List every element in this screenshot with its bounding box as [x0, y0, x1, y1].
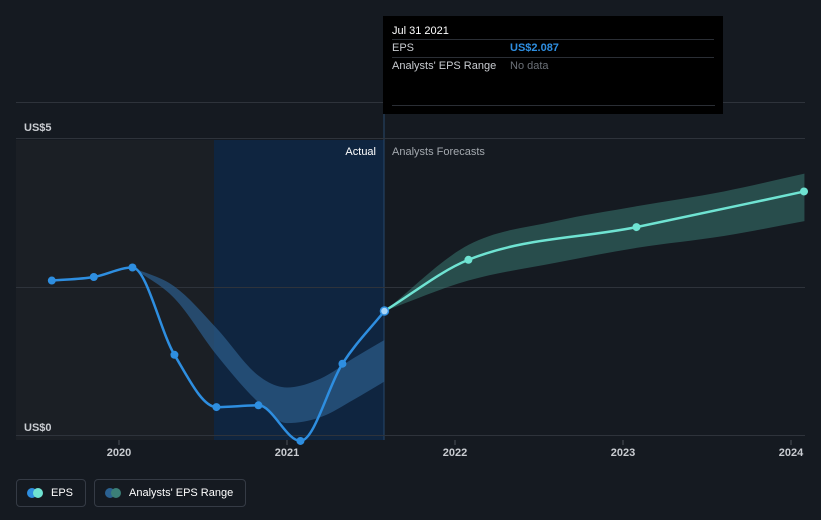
x-tick-label: 2022 [443, 447, 467, 459]
eps-point [128, 263, 137, 272]
eps-forecast-point [464, 255, 473, 264]
eps-point [170, 350, 179, 359]
y-tick-max: US$5 [24, 122, 52, 134]
x-tick-label: 2024 [779, 447, 804, 459]
eps-point [212, 403, 221, 412]
legend-range-label: Analysts' EPS Range [129, 487, 234, 499]
tooltip-row-eps: EPS US$2.087 [392, 39, 714, 57]
tooltip-range-value: No data [510, 60, 549, 72]
tooltip-range-label: Analysts' EPS Range [392, 60, 497, 72]
legend-eps-button[interactable]: EPS [16, 479, 87, 507]
eps-forecast-point [632, 223, 641, 232]
x-axis-ticks: 2020 2021 2022 2023 2024 [107, 440, 804, 459]
tooltip-eps-label: EPS [392, 42, 415, 54]
actual-label: Actual [345, 146, 376, 158]
eps-highlight-point [379, 306, 390, 316]
tooltip-divider [392, 105, 715, 106]
analysts-eps-range-past-band [132, 267, 385, 424]
tooltip-row-range: Analysts' EPS Range No data [392, 57, 714, 75]
eps-forecast-line [383, 190, 805, 313]
x-tick-label: 2020 [107, 447, 131, 459]
eps-point [89, 272, 98, 281]
past-period-shade [16, 140, 214, 440]
x-tick-label: 2021 [275, 447, 299, 459]
eps-point [47, 276, 56, 285]
data-points [47, 187, 808, 445]
legend-range-swatch [105, 488, 122, 498]
tooltip-eps-value: US$2.087 [510, 42, 559, 54]
forecast-label: Analysts Forecasts [392, 146, 485, 158]
legend-eps-label: EPS [51, 487, 74, 499]
y-tick-min: US$0 [24, 422, 52, 434]
eps-point [338, 359, 347, 368]
legend: EPS Analysts' EPS Range [16, 479, 247, 507]
tooltip: Jul 31 2021 EPS US$2.087 Analysts' EPS R… [383, 16, 723, 114]
analysts-eps-range-forecast-band [384, 173, 805, 312]
x-tick-label: 2023 [611, 447, 635, 459]
eps-point [296, 436, 305, 445]
eps-point [254, 401, 263, 410]
tooltip-date: Jul 31 2021 [392, 25, 449, 37]
legend-range-button[interactable]: Analysts' EPS Range [94, 479, 247, 507]
legend-eps-swatch [27, 488, 43, 498]
eps-forecast-point [800, 187, 808, 196]
eps-chart: US$5 US$0 Actual Analysts Forecasts 2020… [16, 102, 808, 459]
